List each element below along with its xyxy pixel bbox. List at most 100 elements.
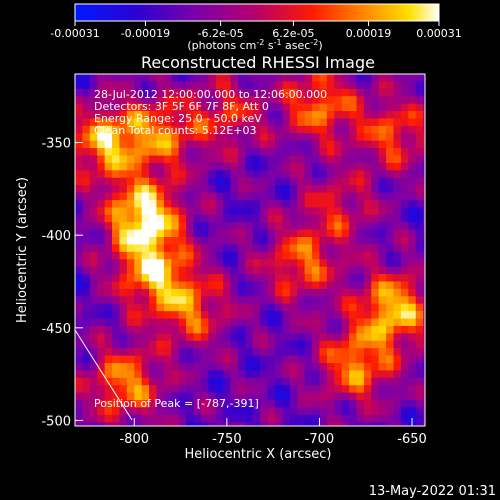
- heatmap-cell: [75, 370, 83, 379]
- heatmap-cell: [260, 214, 269, 223]
- heatmap-cell: [230, 118, 239, 127]
- heatmap-cell: [82, 177, 91, 186]
- heatmap-cell: [230, 222, 239, 231]
- heatmap-cell: [141, 185, 150, 194]
- heatmap-cell: [267, 400, 276, 408]
- heatmap-cell: [304, 214, 313, 223]
- heatmap-cell: [208, 244, 217, 253]
- heatmap-cell: [141, 340, 150, 349]
- heatmap-cell: [104, 103, 113, 112]
- heatmap-cell: [119, 207, 128, 216]
- heatmap-cell: [297, 266, 306, 275]
- heatmap-cell: [112, 199, 120, 208]
- heatmap-cell: [89, 111, 98, 119]
- heatmap-cell: [75, 400, 83, 408]
- heatmap-cell: [304, 377, 313, 386]
- heatmap-cell: [163, 170, 172, 179]
- heatmap-cell: [149, 422, 157, 426]
- heatmap-cell: [326, 133, 335, 142]
- heatmap-cell: [200, 392, 209, 401]
- heatmap-cell: [119, 288, 128, 297]
- heatmap-cell: [319, 177, 328, 186]
- heatmap-cell: [275, 118, 283, 127]
- heatmap-cell: [252, 251, 261, 260]
- heatmap-cell: [75, 422, 83, 426]
- heatmap-cell: [289, 377, 298, 386]
- heatmap-cell: [215, 229, 224, 238]
- heatmap-cell: [163, 155, 172, 164]
- footer-timestamp: 13-May-2022 01:31: [369, 484, 496, 499]
- heatmap-cell: [149, 259, 157, 268]
- heatmap-cell: [171, 392, 180, 401]
- heatmap-cell: [363, 237, 372, 245]
- heatmap-cell: [289, 348, 298, 357]
- heatmap-cell: [163, 385, 172, 394]
- heatmap-cell: [267, 103, 276, 112]
- heatmap-cell: [193, 333, 202, 342]
- heatmap-cell: [356, 274, 365, 282]
- heatmap-cell: [245, 407, 254, 416]
- heatmap-cell: [341, 266, 350, 275]
- heatmap-cell: [126, 185, 135, 194]
- annotation-line: 28-Jul-2012 12:00:00.000 to 12:06:00.000: [94, 88, 327, 101]
- heatmap-cell: [275, 229, 283, 238]
- heatmap-cell: [75, 355, 83, 364]
- heatmap-cell: [267, 244, 276, 253]
- heatmap-cell: [423, 385, 425, 394]
- heatmap-cell: [371, 170, 380, 179]
- heatmap-cell: [97, 96, 106, 105]
- heatmap-cell: [371, 185, 380, 194]
- heatmap-cell: [363, 222, 372, 231]
- heatmap-cell: [282, 170, 291, 179]
- heatmap-cell: [386, 148, 395, 157]
- heatmap-cell: [149, 370, 157, 379]
- heatmap-cell: [334, 377, 343, 386]
- heatmap-cell: [230, 392, 239, 401]
- heatmap-cell: [112, 103, 120, 112]
- heatmap-cell: [149, 377, 157, 386]
- heatmap-cell: [215, 140, 224, 149]
- heatmap-cell: [282, 177, 291, 186]
- heatmap-cell: [186, 340, 195, 349]
- heatmap-cell: [319, 237, 328, 245]
- heatmap-cell: [89, 392, 98, 401]
- heatmap-cell: [393, 385, 402, 394]
- heatmap-cell: [282, 363, 291, 371]
- heatmap-cell: [371, 251, 380, 260]
- heatmap-cell: [371, 155, 380, 164]
- heatmap-cell: [415, 88, 424, 97]
- heatmap-cell: [75, 348, 83, 357]
- heatmap-cell: [186, 400, 195, 408]
- heatmap-cell: [289, 185, 298, 194]
- heatmap-cell: [97, 207, 106, 216]
- y-tick-label: -500: [41, 414, 71, 429]
- heatmap-cell: [141, 274, 150, 282]
- heatmap-cell: [82, 125, 91, 134]
- heatmap-cell: [82, 237, 91, 245]
- heatmap-cell: [149, 400, 157, 408]
- heatmap-cell: [163, 237, 172, 245]
- heatmap-cell: [297, 207, 306, 216]
- heatmap-cell: [319, 88, 328, 97]
- heatmap-cell: [275, 125, 283, 134]
- heatmap-cell: [75, 363, 83, 371]
- heatmap-cell: [393, 296, 402, 305]
- heatmap-cell: [334, 274, 343, 282]
- heatmap-cell: [89, 385, 98, 394]
- heatmap-cell: [223, 355, 232, 364]
- heatmap-cell: [149, 140, 157, 149]
- heatmap-cell: [252, 207, 261, 216]
- heatmap-cell: [193, 281, 202, 290]
- heatmap-cell: [245, 88, 254, 97]
- heatmap-cell: [349, 348, 357, 357]
- heatmap-cell: [237, 392, 246, 401]
- heatmap-cell: [260, 177, 269, 186]
- heatmap-cell: [193, 355, 202, 364]
- heatmap-cell: [134, 422, 143, 426]
- heatmap-cell: [178, 111, 187, 119]
- heatmap-cell: [230, 251, 239, 260]
- heatmap-cell: [237, 155, 246, 164]
- heatmap-cell: [289, 148, 298, 157]
- heatmap-cell: [408, 244, 417, 253]
- heatmap-cell: [156, 251, 165, 260]
